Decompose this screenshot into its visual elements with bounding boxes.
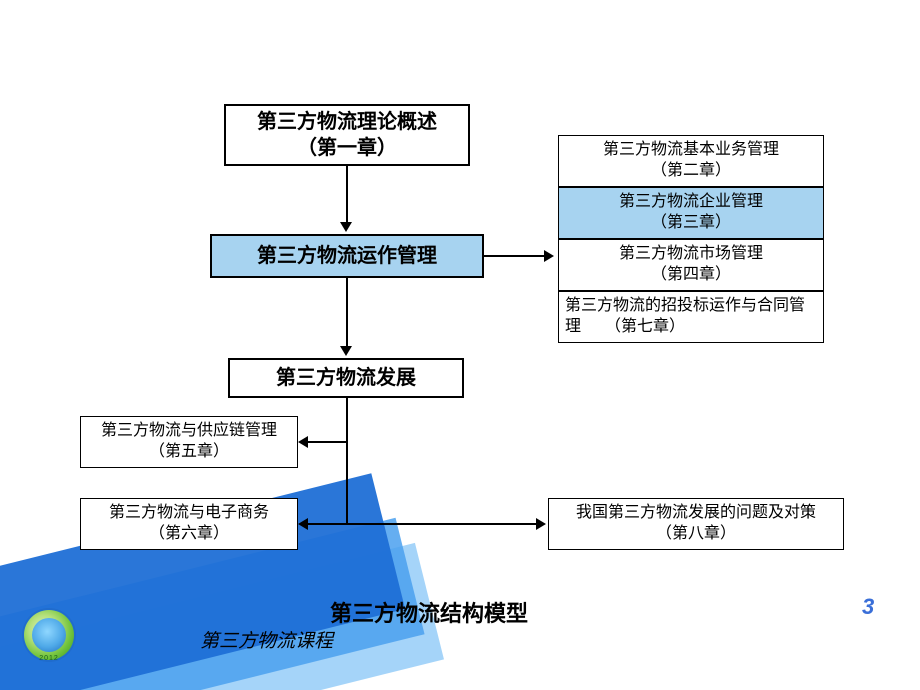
node-label: 第三方物流与供应链管理 [101, 421, 277, 442]
node-sublabel: （第三章） [651, 213, 731, 234]
node-development: 第三方物流发展 [228, 358, 464, 398]
diagram-title: 第三方物流结构模型 [330, 596, 528, 628]
node-sublabel: （第五章） [149, 442, 229, 463]
node-label: 我国第三方物流发展的问题及对策 [576, 503, 816, 524]
node-label: 第三方物流企业管理 [619, 192, 763, 213]
node-ch2-basic-business: 第三方物流基本业务管理 （第二章） [558, 135, 824, 187]
node-label: 第三方物流理论概述 [257, 109, 437, 135]
edge-spine-b2 [308, 523, 346, 525]
course-subtitle: 第三方物流课程 [200, 626, 333, 653]
node-label: 第三方物流与电子商务 [109, 503, 269, 524]
arrowhead-icon [298, 518, 308, 530]
node-ch4-market-mgmt: 第三方物流市场管理 （第四章） [558, 239, 824, 291]
logo-year: 2012 [24, 655, 74, 662]
node-label: 第三方物流基本业务管理 [603, 140, 779, 161]
node-ch7-bidding-contract: 第三方物流的招投标运作与合同管理 （第七章） [558, 291, 824, 343]
edge-n1-n2 [346, 166, 348, 224]
node-ch6-ecommerce: 第三方物流与电子商务 （第六章） [80, 498, 298, 550]
node-ch5-supply-chain: 第三方物流与供应链管理 （第五章） [80, 416, 298, 468]
page-number: 3 [862, 594, 874, 620]
node-ch3-enterprise-mgmt: 第三方物流企业管理 （第三章） [558, 187, 824, 239]
arrowhead-icon [340, 222, 352, 232]
node-sublabel: （第六章） [149, 524, 229, 545]
node-ch1-overview: 第三方物流理论概述 （第一章） [224, 104, 470, 166]
node-sublabel: （第八章） [656, 524, 736, 545]
arrowhead-icon [340, 346, 352, 356]
edge-n2-n3 [346, 278, 348, 348]
node-label: 第三方物流运作管理 [257, 243, 437, 269]
edge-spine-right [346, 523, 538, 525]
arrowhead-icon [298, 436, 308, 448]
node-label: 第三方物流的招投标运作与合同管理 （第七章） [559, 296, 823, 338]
node-label: 第三方物流市场管理 [619, 244, 763, 265]
node-sublabel: （第四章） [651, 265, 731, 286]
node-label: 第三方物流发展 [276, 365, 416, 391]
node-operations-mgmt: 第三方物流运作管理 [210, 234, 484, 278]
node-sublabel: （第一章） [297, 135, 397, 161]
logo-badge: 2012 [24, 610, 74, 660]
edge-n2-right [484, 255, 546, 257]
node-ch8-china-problems: 我国第三方物流发展的问题及对策 （第八章） [548, 498, 844, 550]
edge-n3-spine [346, 398, 348, 524]
arrowhead-icon [544, 250, 554, 262]
edge-spine-b1 [308, 441, 346, 443]
arrowhead-icon [536, 518, 546, 530]
node-sublabel: （第二章） [651, 161, 731, 182]
